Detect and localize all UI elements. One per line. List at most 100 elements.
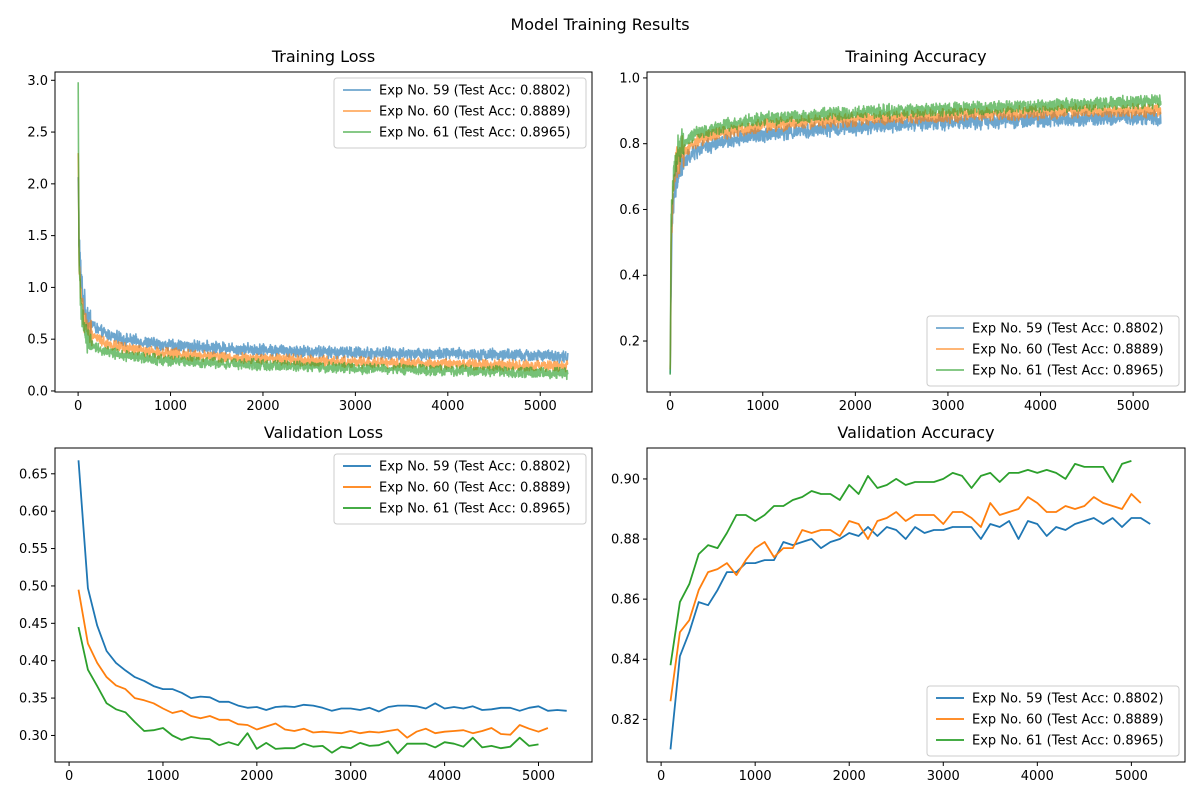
- training-loss-y-tick-label: 0.0: [27, 384, 48, 399]
- training-accuracy-x-tick-label: 2000: [839, 399, 872, 414]
- training-accuracy-plot-area: 0 1000 2000 3000 4000 5000 0.2 0.4 0.6 0.8 1.0 Exp …: [619, 71, 1186, 414]
- validation-loss-legend: Exp No. 59 (Test Acc: 0.8802) Exp No. 60 …: [333, 453, 587, 525]
- training-loss-plot-area: 0 1000 2000 3000 4000 5000 0.0 0.5 1.0 1.5 2.0 2.5 3…: [27, 71, 593, 414]
- validation-accuracy-legend-label-1: Exp No. 59 (Test Acc: 0.8802): [972, 692, 1164, 707]
- validation-loss-series-line-1: [77, 460, 567, 713]
- validation-accuracy-series-line-3: [669, 460, 1132, 666]
- validation-loss-title: Validation Loss: [264, 423, 383, 442]
- training-loss-legend-label-1: Exp No. 59 (Test Acc: 0.8802): [379, 84, 571, 99]
- training-accuracy-y-tick-label: 0.4: [619, 269, 640, 284]
- validation-accuracy-y-tick-label: 0.82: [611, 713, 640, 728]
- validation-loss-x-tick-label: 1000: [146, 769, 179, 784]
- training-loss-x-tick-label: 0: [74, 399, 82, 414]
- training-accuracy-legend-label-3: Exp No. 61 (Test Acc: 0.8965): [972, 364, 1164, 379]
- training-loss-x-tick-label: 4000: [431, 399, 464, 414]
- training-loss-legend: Exp No. 59 (Test Acc: 0.8802) Exp No. 60 …: [333, 77, 587, 149]
- training-accuracy-y-tick-label: 0.2: [619, 335, 640, 350]
- validation-accuracy-series-line-2: [669, 493, 1142, 702]
- validation-accuracy-y-tick-label: 0.90: [611, 472, 640, 487]
- training-loss-x-tick-label: 1000: [154, 399, 187, 414]
- validation-loss-y-tick-label: 0.40: [19, 654, 48, 669]
- training-loss-y-tick-label: 2.5: [27, 126, 48, 141]
- validation-accuracy-x-tick-label: 0: [657, 769, 665, 784]
- validation-accuracy-y-tick-label: 0.84: [611, 653, 640, 668]
- validation-loss-y-tick-label: 0.60: [19, 505, 48, 520]
- training-loss-y-tick-label: 3.0: [27, 74, 48, 89]
- training-loss-axes-frame: [54, 71, 593, 393]
- training-accuracy-x-tick-label: 1000: [746, 399, 779, 414]
- training-loss-series-line-1: [77, 177, 569, 364]
- validation-loss-legend-box: [333, 453, 587, 525]
- validation-accuracy-x-tick-label: 3000: [927, 769, 960, 784]
- training-loss-legend-label-3: Exp No. 61 (Test Acc: 0.8965): [379, 126, 571, 141]
- training-loss-lines: [77, 82, 569, 381]
- training-loss-y-tick-label: 1.5: [27, 229, 48, 244]
- validation-accuracy-x-tick-label: 1000: [739, 769, 772, 784]
- training-accuracy-x-tick-label: 0: [666, 399, 674, 414]
- validation-loss-legend-label-2: Exp No. 60 (Test Acc: 0.8889): [379, 481, 571, 496]
- panel-training-accuracy: Training Accuracy 0 1000 2000 3000 4000 50000…: [619, 47, 1186, 414]
- training-loss-series-line-3: [77, 82, 569, 381]
- validation-loss-series-line-2: [77, 589, 549, 739]
- validation-loss-y-tick-label: 0.55: [19, 542, 48, 557]
- validation-loss-y-tick-label: 0.65: [19, 467, 48, 482]
- validation-accuracy-axes-frame: [646, 447, 1186, 763]
- training-accuracy-legend-label-1: Exp No. 59 (Test Acc: 0.8802): [972, 322, 1164, 337]
- training-accuracy-y-tick-label: 1.0: [619, 71, 640, 86]
- training-loss-legend-label-2: Exp No. 60 (Test Acc: 0.8889): [379, 105, 571, 120]
- training-loss-y-tick-label: 2.0: [27, 177, 48, 192]
- validation-accuracy-legend-label-2: Exp No. 60 (Test Acc: 0.8889): [972, 713, 1164, 728]
- validation-loss-x-tick-label: 0: [65, 769, 73, 784]
- training-loss-x-tick-label: 2000: [246, 399, 279, 414]
- validation-accuracy-legend-label-3: Exp No. 61 (Test Acc: 0.8965): [972, 734, 1164, 749]
- validation-accuracy-plot-area: 0 1000 2000 3000 4000 5000 0.82 0.84 0.86 0.88 0.9…: [611, 447, 1186, 784]
- training-accuracy-axes-frame: [646, 71, 1186, 393]
- training-loss-y-tick-label: 1.0: [27, 281, 48, 296]
- training-accuracy-x-tick-label: 3000: [931, 399, 964, 414]
- validation-loss-legend-label-1: Exp No. 59 (Test Acc: 0.8802): [379, 460, 571, 475]
- validation-loss-x-tick-label: 5000: [522, 769, 555, 784]
- validation-loss-x-tick-label: 3000: [334, 769, 367, 784]
- validation-loss-y-tick-label: 0.35: [19, 692, 48, 707]
- panel-validation-loss: Validation Loss 0 1000 2000 3000 4000 5000 0.3…: [19, 423, 593, 784]
- validation-loss-x-tick-label: 2000: [240, 769, 273, 784]
- validation-accuracy-y-tick-label: 0.86: [611, 593, 640, 608]
- validation-accuracy-series-line-1: [669, 517, 1151, 750]
- training-loss-series-line-2: [77, 153, 569, 373]
- training-accuracy-x-tick-label: 4000: [1024, 399, 1057, 414]
- validation-accuracy-x-tick-label: 4000: [1021, 769, 1054, 784]
- validation-loss-y-tick-label: 0.45: [19, 617, 48, 632]
- panel-validation-accuracy: Validation Accuracy 0 1000 2000 3000 4000 500…: [611, 423, 1186, 784]
- validation-loss-x-tick-label: 4000: [428, 769, 461, 784]
- validation-loss-lines: [77, 460, 567, 755]
- validation-accuracy-y-tick-label: 0.88: [611, 533, 640, 548]
- training-loss-x-tick-label: 5000: [524, 399, 557, 414]
- training-accuracy-series-line-3: [669, 94, 1162, 375]
- validation-loss-legend-label-3: Exp No. 61 (Test Acc: 0.8965): [379, 502, 571, 517]
- validation-accuracy-x-tick-label: 2000: [833, 769, 866, 784]
- validation-loss-plot-area: 0 1000 2000 3000 4000 5000 0.30 0.35 0.40 0.45 0.5…: [19, 447, 593, 784]
- panel-training-loss: Training Loss 0 1000 2000 3000 4000 5000 0.0 0.…: [27, 47, 593, 414]
- training-accuracy-legend-label-2: Exp No. 60 (Test Acc: 0.8889): [972, 343, 1164, 358]
- training-accuracy-lines: [669, 94, 1162, 375]
- training-loss-legend-box: [333, 77, 587, 149]
- training-loss-x-tick-label: 3000: [339, 399, 372, 414]
- validation-loss-y-tick-label: 0.50: [19, 579, 48, 594]
- training-accuracy-y-tick-label: 0.6: [619, 203, 640, 218]
- figure-title: Model Training Results: [510, 15, 689, 34]
- validation-accuracy-legend: Exp No. 59 (Test Acc: 0.8802) Exp No. 60 …: [926, 685, 1180, 757]
- validation-accuracy-x-tick-label: 5000: [1115, 769, 1148, 784]
- training-accuracy-x-tick-label: 5000: [1117, 399, 1150, 414]
- training-accuracy-y-tick-label: 0.8: [619, 137, 640, 152]
- training-loss-title: Training Loss: [271, 47, 375, 66]
- validation-loss-series-line-3: [77, 626, 539, 755]
- training-accuracy-legend: Exp No. 59 (Test Acc: 0.8802) Exp No. 60 …: [926, 315, 1180, 387]
- training-accuracy-title: Training Accuracy: [844, 47, 986, 66]
- training-loss-y-tick-label: 0.5: [27, 333, 48, 348]
- validation-accuracy-lines: [669, 460, 1151, 750]
- training-accuracy-legend-box: [926, 315, 1180, 387]
- validation-accuracy-legend-box: [926, 685, 1180, 757]
- validation-loss-y-tick-label: 0.30: [19, 729, 48, 744]
- validation-loss-axes-frame: [54, 447, 593, 763]
